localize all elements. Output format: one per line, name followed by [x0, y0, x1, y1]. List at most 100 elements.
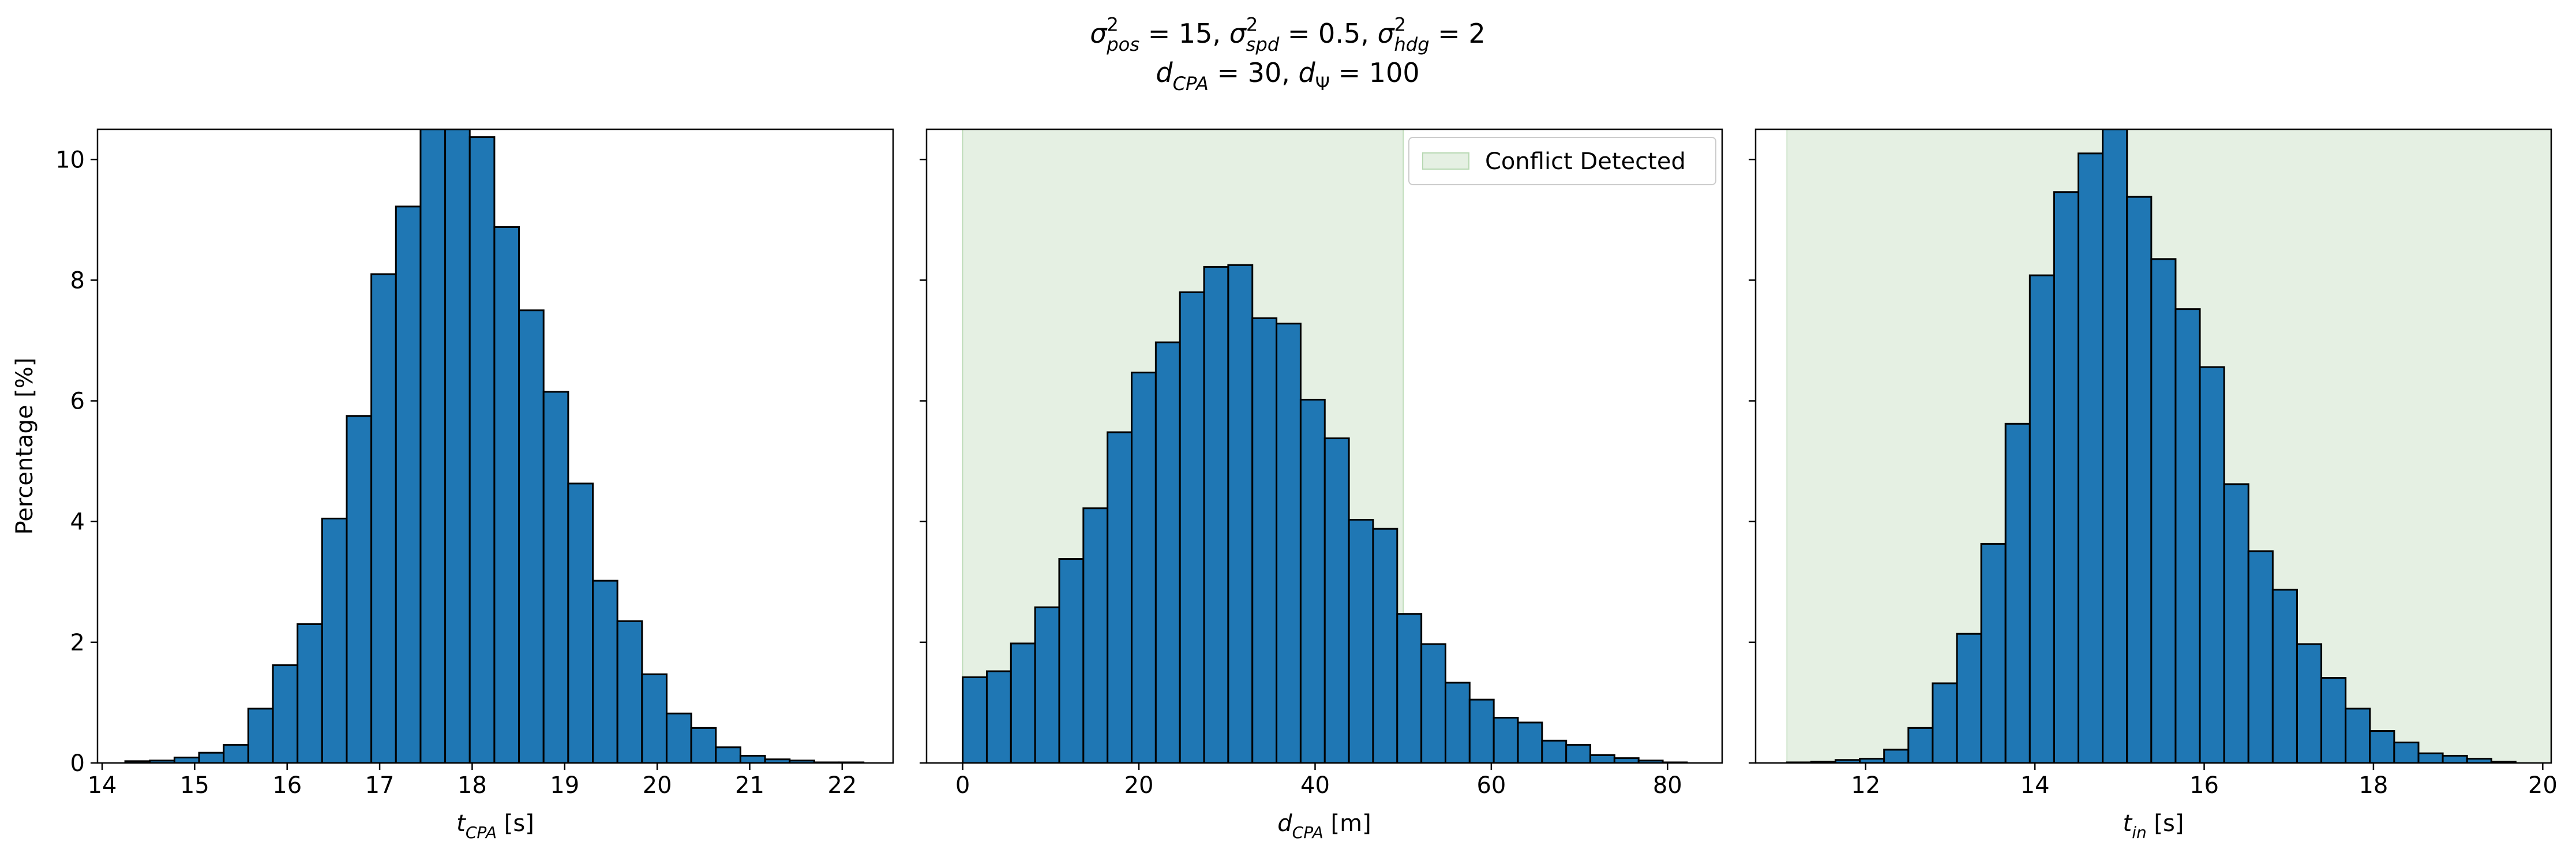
histogram-bar — [1932, 682, 1958, 763]
histogram-bar — [1613, 757, 1640, 763]
histogram-bar — [1980, 543, 2007, 763]
y-tick-label: 10 — [55, 147, 85, 173]
histogram-bar — [1276, 323, 1302, 763]
x-tick-label: 14 — [88, 772, 117, 799]
figure-title-line2-segment: Ψ — [1315, 73, 1330, 95]
legend-swatch — [1422, 152, 1469, 170]
histogram-bar — [2393, 741, 2420, 763]
histogram-bar — [1010, 642, 1036, 763]
histogram-bar — [198, 751, 225, 763]
histogram-bar — [1444, 682, 1471, 763]
figure-title-line1-segment: = 2 — [1430, 18, 1486, 49]
chart-panel-1: 14 15 16 17 18 19 20 21 22 0 2 4 6 8 10 tCPA [s] — [55, 128, 894, 842]
y-tick-label: 8 — [70, 267, 85, 294]
figure-title-line1-segment: = 15, — [1139, 18, 1229, 49]
histogram-bar — [2174, 308, 2201, 763]
y-axis-label: Percentage [%] — [12, 358, 38, 535]
histogram-bar — [1131, 371, 1157, 763]
histogram-bar — [1517, 721, 1543, 763]
histogram-bar — [297, 623, 323, 763]
histogram-bar — [2345, 708, 2371, 763]
histogram-bar — [247, 708, 274, 763]
histogram-bar — [616, 620, 643, 763]
histogram-bar — [2078, 152, 2104, 763]
figure-title-line1-segment: = 0.5, — [1279, 18, 1377, 49]
histogram-bar — [2199, 366, 2225, 763]
histogram-bar — [2150, 258, 2177, 763]
legend: Conflict Detected — [1408, 137, 1716, 185]
x-axis-label-segment: t — [2123, 810, 2133, 837]
histogram-bar — [1323, 437, 1350, 763]
figure-title-line1-segment: 2 — [1394, 13, 1406, 35]
x-tick-label: 16 — [2189, 772, 2219, 799]
chart-panel-2: 0 20 40 60 80 dCPA [m] Conflict Detected — [920, 128, 1723, 842]
histogram-bar — [542, 391, 569, 763]
legend-box — [1408, 137, 1716, 185]
histogram-bar — [444, 129, 471, 763]
figure-title-line2-segment: = 30, — [1209, 57, 1299, 88]
histogram-bar — [1420, 643, 1446, 763]
figure-title-line2-segment: d — [1298, 57, 1315, 88]
histogram-bar — [1493, 717, 1519, 763]
x-axis-label-segment: in — [2132, 823, 2147, 842]
y-tick-label: 2 — [70, 630, 85, 656]
histogram-bar — [2053, 191, 2080, 763]
histogram-bar — [1034, 606, 1060, 763]
x-tick-label: 20 — [1124, 772, 1154, 799]
x-axis-label: dCPA [m] — [1277, 810, 1371, 842]
figure-title-line1-segment: pos — [1106, 33, 1139, 55]
histogram-bar — [1541, 739, 1568, 763]
figure-title-line2-segment: d — [1156, 57, 1173, 88]
histogram-bar — [2417, 752, 2444, 763]
x-tick-label: 19 — [550, 772, 579, 799]
x-axis-label-segment: [s] — [2147, 810, 2184, 837]
x-tick-label: 20 — [643, 772, 672, 799]
histogram-bar — [739, 754, 766, 763]
histogram-bar — [1396, 613, 1423, 763]
x-tick-label: 0 — [955, 772, 970, 799]
histogram-bar — [173, 757, 200, 763]
histogram-bar — [2223, 483, 2249, 763]
histogram-bar — [690, 727, 717, 763]
histogram-bar — [1372, 527, 1398, 763]
x-tick-label: 15 — [180, 772, 209, 799]
histogram-bar — [321, 517, 348, 763]
histogram-bar — [2442, 754, 2468, 763]
histogram-bar — [715, 746, 741, 763]
figure-title-line1: σ2 pos = 15, σ2 spd = 0.5, σ2 hdg = 2 — [1090, 13, 1485, 55]
figure-title-line2-segment: = 100 — [1330, 57, 1420, 88]
histogram-bar — [518, 309, 545, 763]
histogram-bar — [592, 579, 618, 763]
histogram-bar — [665, 712, 692, 763]
histogram-bar — [1251, 317, 1278, 763]
histogram-bar — [2004, 422, 2031, 763]
x-axis-label-segment: CPA — [466, 823, 497, 842]
histogram-bar — [2369, 730, 2395, 763]
histogram-bar — [272, 664, 299, 763]
y-tick-label: 0 — [70, 750, 85, 777]
histogram-bar — [1082, 507, 1109, 763]
histogram-bar — [1058, 558, 1085, 763]
histogram-bar — [2271, 589, 2298, 763]
histogram-bar — [567, 482, 594, 763]
histogram-bar — [1299, 398, 1326, 763]
figure-title-line1-segment: hdg — [1394, 33, 1429, 55]
figure-title-line1-segment: σ — [1090, 18, 1108, 49]
x-tick-label: 18 — [2358, 772, 2388, 799]
histogram-bar — [2296, 643, 2323, 763]
x-tick-label: 21 — [735, 772, 764, 799]
histogram-bar — [2320, 677, 2347, 763]
x-tick-label: 60 — [1476, 772, 1506, 799]
histogram-bar — [395, 205, 422, 763]
x-axis-label-segment: [s] — [497, 810, 534, 837]
figure-title-line1-segment: spd — [1246, 33, 1280, 55]
histogram-bar — [1468, 698, 1495, 763]
y-tick-label: 6 — [70, 388, 85, 415]
figure-title-line1-segment: 2 — [1107, 13, 1118, 35]
legend-label: Conflict Detected — [1485, 148, 1686, 175]
plot-area — [124, 129, 865, 763]
chart-panel-3: 12 14 16 18 20 tin [s] — [1749, 128, 2558, 842]
x-axis-label-segment: t — [456, 810, 466, 837]
